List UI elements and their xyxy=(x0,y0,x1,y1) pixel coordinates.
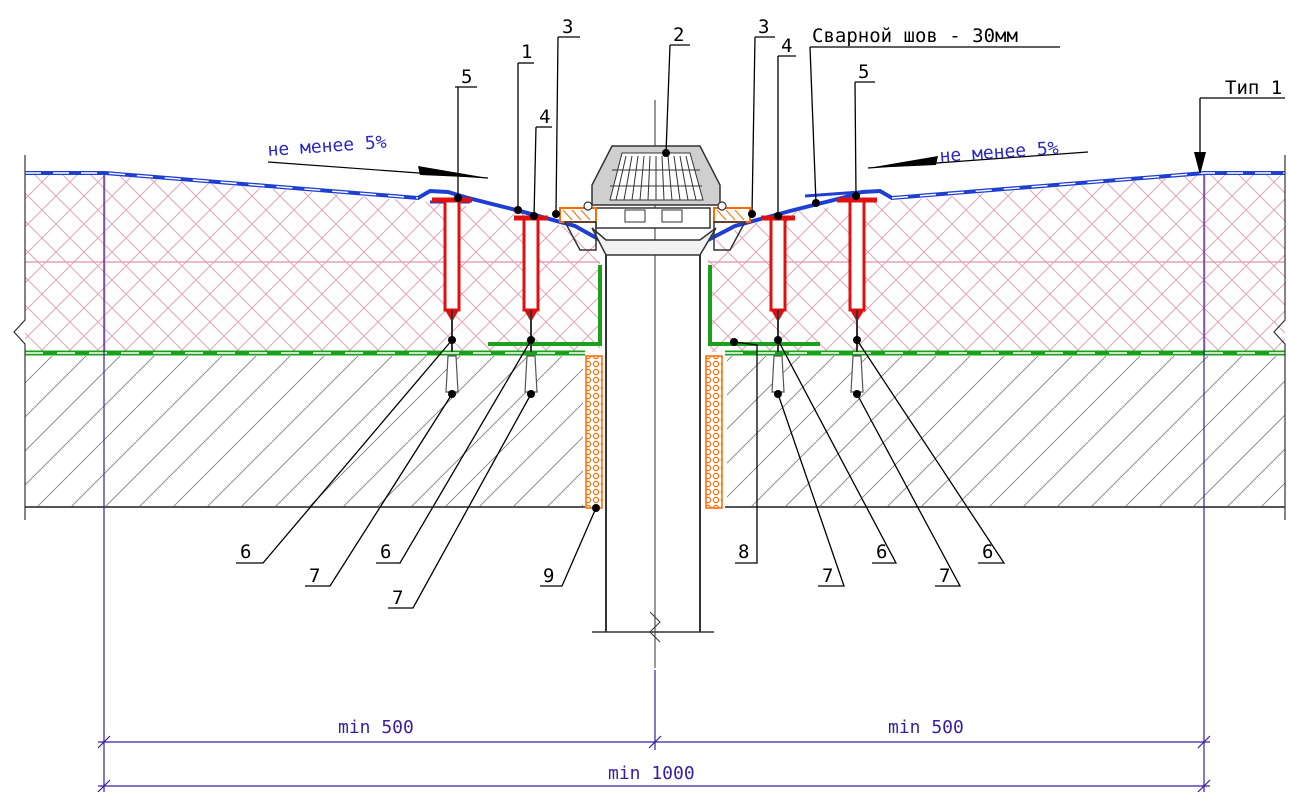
dimension-total: min 1000 xyxy=(608,763,695,784)
dimension-right: min 500 xyxy=(888,717,964,738)
callout-6-d: 6 xyxy=(982,541,993,563)
leader-dots xyxy=(448,149,1206,512)
type-annotation: Тип 1 xyxy=(1225,77,1282,99)
callout-5-left: 5 xyxy=(461,66,472,88)
callout-7-c: 7 xyxy=(822,565,833,587)
leaf-guard-dome xyxy=(591,145,721,206)
weld-annotation: Сварной шов - 30мм xyxy=(812,25,1018,47)
telescopic-fasteners xyxy=(432,197,877,352)
drain-pipe xyxy=(592,100,714,668)
clamping-ring xyxy=(559,201,751,251)
dimension-left: min 500 xyxy=(338,717,414,738)
leader-lines xyxy=(236,36,1285,609)
callout-6-a: 6 xyxy=(240,541,251,563)
callout-4-right: 4 xyxy=(781,35,792,57)
callout-7-d: 7 xyxy=(939,565,950,587)
callout-3-left: 3 xyxy=(562,16,573,38)
callout-3-right: 3 xyxy=(758,16,769,38)
slope-label-right: не менее 5% xyxy=(939,138,1060,167)
dimension-lines xyxy=(97,175,1211,792)
vapor-barrier xyxy=(25,265,1285,356)
drain-body xyxy=(591,207,717,256)
board-joints xyxy=(104,175,1206,355)
anchor-dowels xyxy=(445,355,864,393)
callout-6-b: 6 xyxy=(380,541,391,563)
slope-arrows xyxy=(267,151,1089,179)
callout-5-right: 5 xyxy=(858,61,869,83)
callout-7-b: 7 xyxy=(392,587,403,609)
insulation-lower-layer xyxy=(25,261,1285,352)
callout-7-a: 7 xyxy=(309,565,320,587)
callout-2: 2 xyxy=(673,24,684,46)
callout-1: 1 xyxy=(521,41,532,63)
concrete-slab xyxy=(25,356,1285,508)
callout-6-c: 6 xyxy=(876,541,887,563)
callout-8: 8 xyxy=(738,541,749,563)
callout-9: 9 xyxy=(543,565,554,587)
break-marks xyxy=(13,155,1286,520)
pipe-insulation xyxy=(585,355,723,509)
callout-4-left: 4 xyxy=(539,106,550,128)
slope-label-left: не менее 5% xyxy=(267,132,388,161)
